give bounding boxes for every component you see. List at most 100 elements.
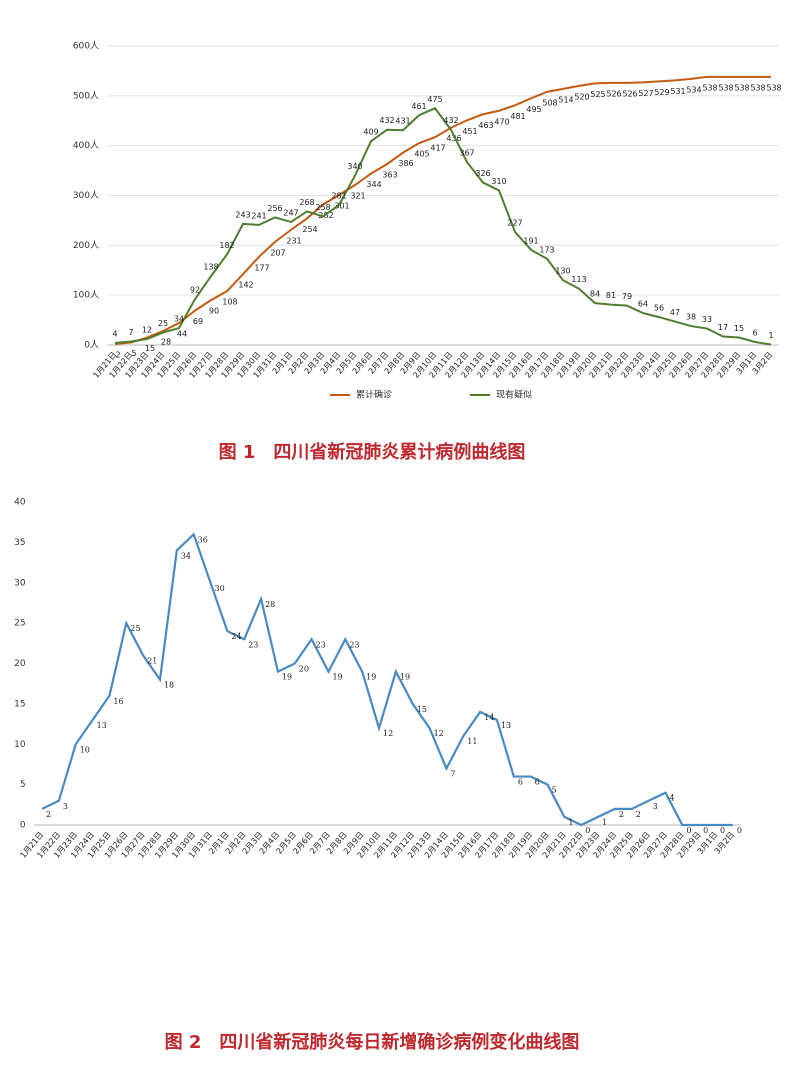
data-label: 30 [215, 584, 225, 593]
data-label: 12 [142, 326, 152, 335]
data-label: 4 [112, 330, 117, 339]
data-label: 508 [542, 98, 557, 107]
data-label: 386 [398, 159, 413, 168]
data-label: 538 [702, 83, 717, 92]
data-label: 191 [523, 236, 538, 245]
y-tick-label: 15 [14, 699, 25, 709]
data-label: 18 [164, 681, 174, 690]
data-label: 538 [718, 83, 733, 92]
data-label: 19 [282, 673, 292, 682]
data-label: 0 [703, 826, 708, 835]
data-label: 113 [571, 275, 586, 284]
data-label: 173 [539, 245, 554, 254]
data-label: 14 [484, 713, 494, 722]
data-label: 495 [526, 105, 541, 114]
data-label: 321 [350, 192, 365, 201]
data-label: 534 [686, 85, 701, 94]
data-label: 301 [334, 202, 349, 211]
legend-label: 累计确诊 [356, 389, 392, 401]
data-label: 363 [382, 171, 397, 180]
figure-caption: 图 1 四川省新冠肺炎累计病例曲线图 [219, 441, 526, 463]
y-tick-label: 35 [14, 538, 25, 548]
data-label: 34 [181, 551, 191, 560]
data-label: 6 [518, 778, 523, 787]
data-label: 258 [315, 203, 330, 212]
data-label: 7 [128, 328, 133, 337]
data-label: 256 [267, 204, 282, 213]
data-label: 28 [265, 600, 275, 609]
data-label: 15 [417, 705, 427, 714]
data-label: 1 [602, 818, 607, 827]
data-label: 538 [750, 83, 765, 92]
y-tick-label: 600人 [73, 41, 99, 52]
data-label: 326 [475, 169, 490, 178]
data-label: 6 [752, 329, 757, 338]
data-line [114, 75, 771, 345]
data-label: 142 [238, 281, 253, 290]
data-label: 1 [768, 331, 773, 340]
data-label: 526 [622, 89, 637, 98]
data-label: 268 [299, 198, 314, 207]
data-label: 138 [203, 263, 218, 272]
data-label: 21 [147, 656, 157, 665]
data-label: 33 [702, 315, 712, 324]
y-tick-label: 20 [14, 659, 26, 669]
data-label: 432 [443, 116, 458, 125]
data-label: 79 [622, 292, 632, 301]
data-label: 0 [686, 826, 691, 835]
data-label: 436 [446, 134, 461, 143]
y-tick-label: 5 [20, 780, 26, 790]
data-label: 538 [734, 83, 749, 92]
data-label: 531 [670, 87, 685, 96]
data-label: 3 [653, 802, 658, 811]
data-line [41, 532, 733, 827]
data-label: 529 [654, 88, 669, 97]
data-label: 241 [251, 211, 266, 220]
data-label: 0 [720, 826, 725, 835]
data-label: 10 [80, 745, 90, 754]
data-label: 227 [507, 218, 522, 227]
data-label: 23 [349, 640, 359, 649]
data-label: 405 [414, 150, 429, 159]
data-label: 90 [209, 307, 219, 316]
data-label: 2 [46, 810, 51, 819]
data-label: 28 [161, 338, 171, 347]
y-tick-label: 10 [14, 740, 26, 750]
data-label: 207 [270, 248, 285, 257]
data-label: 451 [462, 127, 477, 136]
data-label: 247 [283, 208, 298, 217]
data-label: 470 [494, 117, 509, 126]
data-label: 3 [63, 802, 68, 811]
data-label: 0 [737, 826, 742, 835]
data-line [114, 107, 772, 346]
data-label: 81 [606, 291, 616, 300]
data-label: 16 [113, 697, 123, 706]
y-tick-label: 100人 [73, 290, 99, 301]
y-tick-label: 400人 [73, 140, 99, 151]
data-label: 12 [383, 729, 393, 738]
data-label: 243 [235, 210, 250, 219]
data-label: 177 [254, 263, 269, 272]
data-label: 5 [552, 786, 557, 795]
data-label: 24 [231, 632, 241, 641]
data-label: 520 [574, 92, 589, 101]
data-label: 526 [606, 89, 621, 98]
data-label: 527 [638, 89, 653, 98]
y-tick-label: 40 [14, 498, 26, 508]
data-label: 461 [411, 102, 426, 111]
data-label: 2 [636, 810, 641, 819]
data-label: 231 [286, 236, 301, 245]
data-label: 13 [501, 721, 511, 730]
data-label: 130 [555, 267, 570, 276]
data-label: 1 [568, 818, 573, 827]
data-label: 36 [198, 535, 208, 544]
data-label: 525 [590, 90, 605, 99]
data-label: 538 [766, 83, 781, 92]
y-tick-label: 0人 [84, 340, 99, 351]
data-label: 23 [316, 640, 326, 649]
data-label: 463 [478, 121, 493, 130]
data-label: 7 [450, 769, 455, 778]
data-label: 34 [174, 315, 184, 324]
data-label: 23 [248, 640, 258, 649]
data-label: 69 [193, 317, 203, 326]
